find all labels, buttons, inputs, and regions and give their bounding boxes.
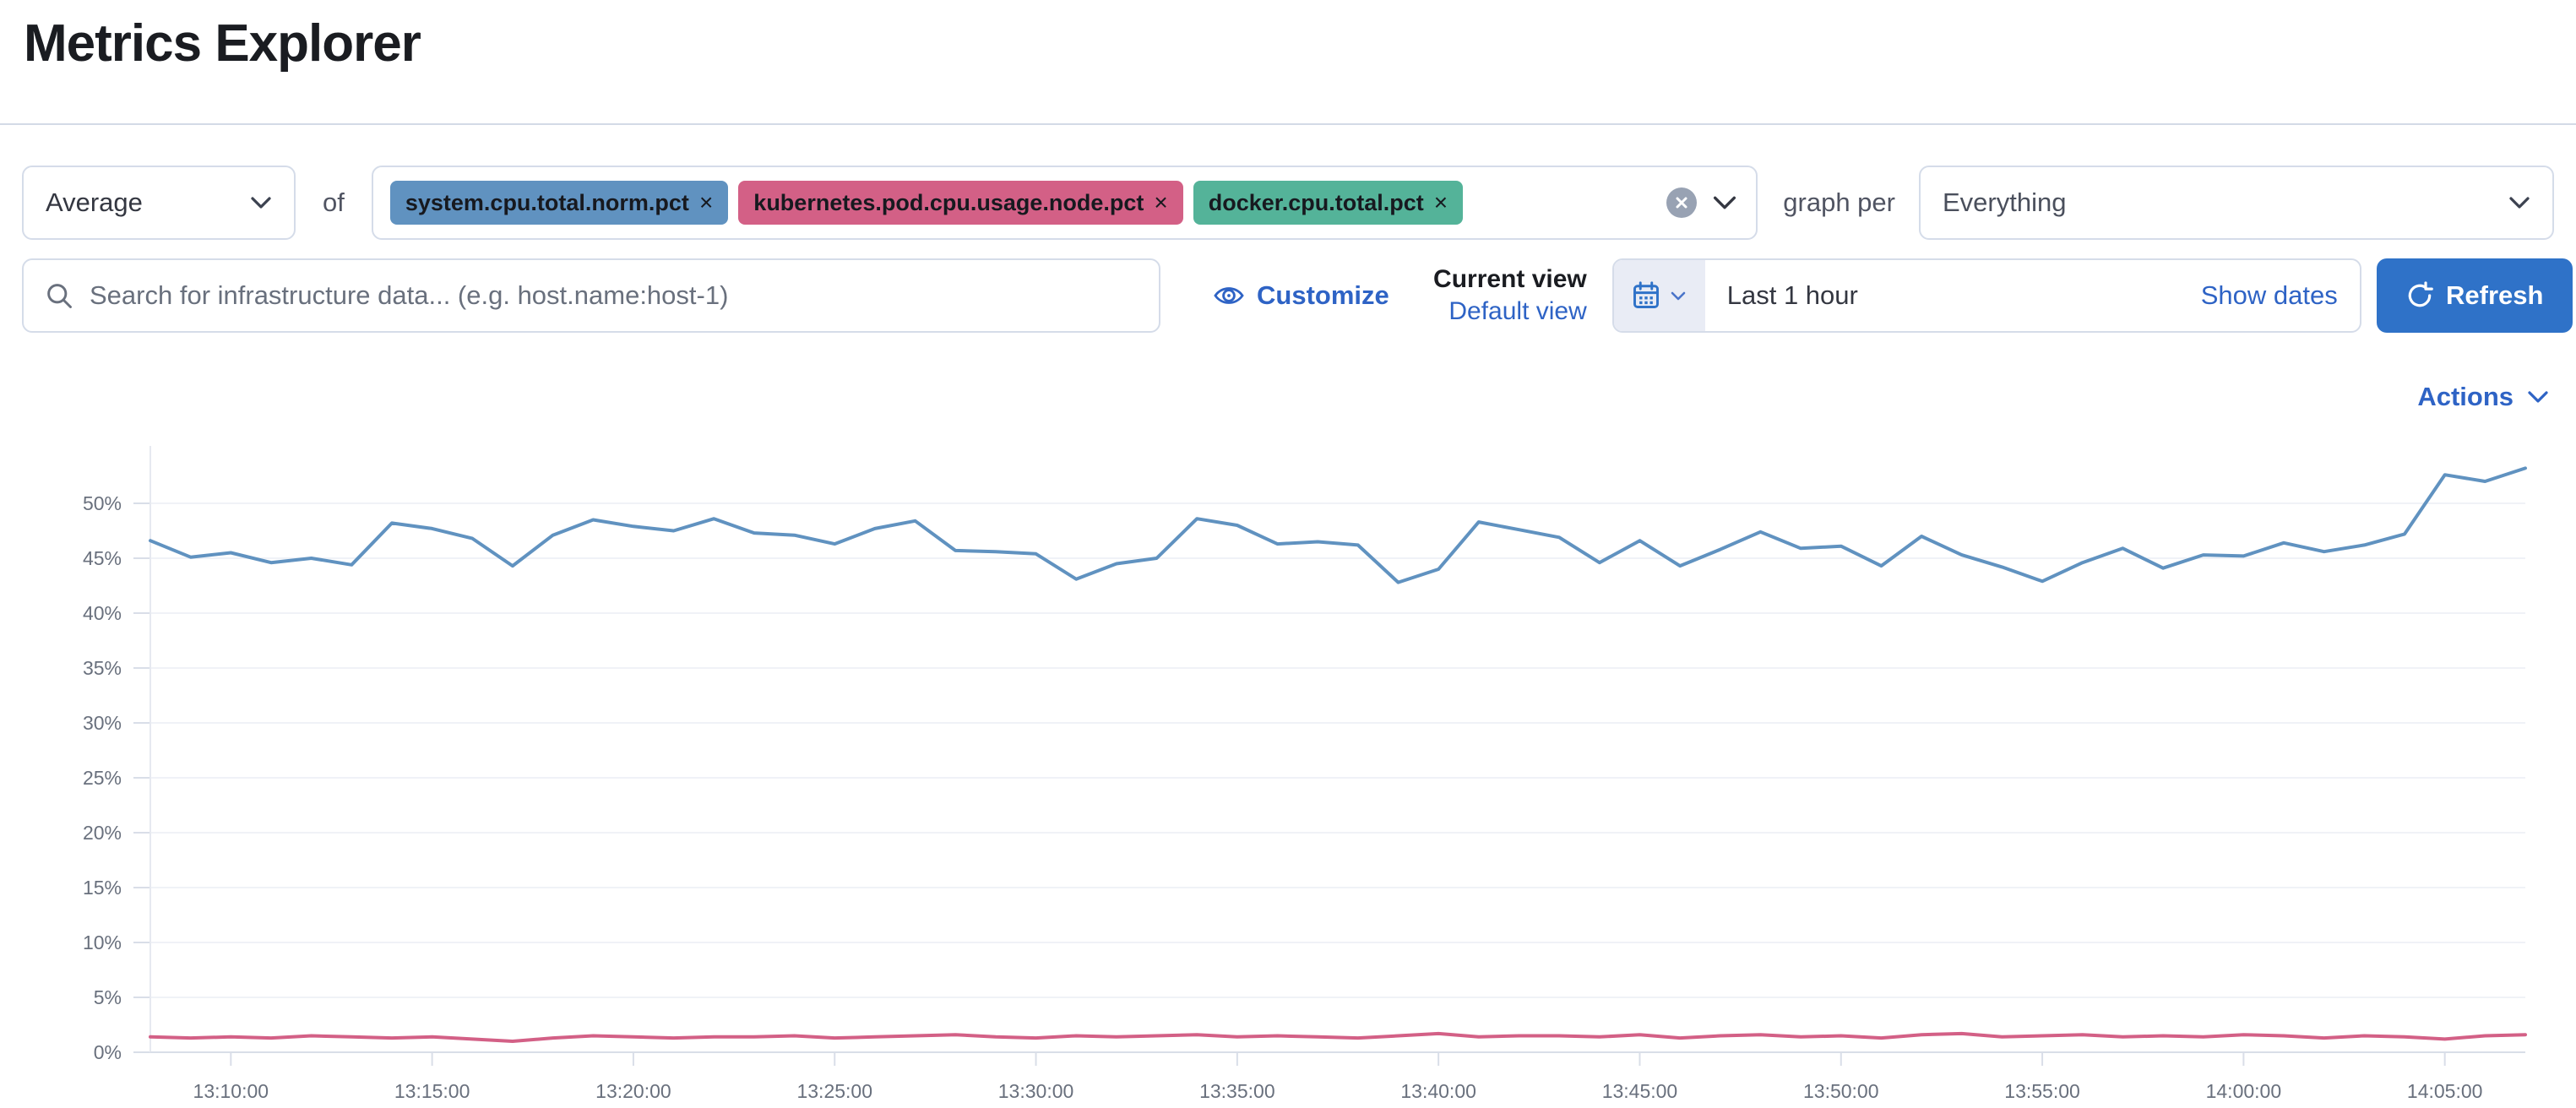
svg-text:13:10:00: 13:10:00 <box>193 1080 269 1102</box>
svg-text:13:40:00: 13:40:00 <box>1400 1080 1476 1102</box>
actions-label: Actions <box>2417 382 2514 411</box>
metric-badge[interactable]: docker.cpu.total.pct × <box>1193 181 1464 225</box>
metrics-combobox[interactable]: system.cpu.total.norm.pct × kubernetes.p… <box>371 166 1758 240</box>
metric-badge-label: docker.cpu.total.pct <box>1208 189 1424 215</box>
chevron-down-icon <box>1668 285 1688 306</box>
calendar-icon <box>1631 280 1661 311</box>
svg-text:30%: 30% <box>83 712 122 734</box>
actions-menu-button[interactable]: Actions <box>2417 382 2551 412</box>
refresh-icon <box>2405 281 2434 310</box>
customize-button[interactable]: Customize <box>1213 280 1389 312</box>
metric-badge-label: kubernetes.pod.cpu.usage.node.pct <box>753 189 1144 215</box>
clear-all-icon[interactable] <box>1666 187 1698 218</box>
svg-text:15%: 15% <box>83 877 122 899</box>
search-input[interactable] <box>90 280 1139 311</box>
chevron-down-icon <box>2507 190 2532 215</box>
aggregation-value: Average <box>46 187 143 217</box>
refresh-label: Refresh <box>2446 280 2544 310</box>
date-picker: Last 1 hour Show dates <box>1611 258 2361 333</box>
page-header: Metrics Explorer <box>0 14 2576 125</box>
remove-metric-icon[interactable]: × <box>1433 189 1448 215</box>
metrics-chart: 0% 5% 10% 15% 20% 25% 30% 35% 40% 45% 50% 13:10:00 1… <box>0 417 2576 1103</box>
svg-text:10%: 10% <box>83 931 122 953</box>
chart-actions-row: Actions <box>25 382 2551 412</box>
svg-text:14:00:00: 14:00:00 <box>2206 1080 2282 1102</box>
svg-text:35%: 35% <box>83 657 122 679</box>
search-icon <box>44 280 74 311</box>
metric-badge-label: system.cpu.total.norm.pct <box>405 189 689 215</box>
header-divider <box>0 123 2576 125</box>
graph-per-value: Everything <box>1943 187 2067 217</box>
search-field <box>22 258 1160 333</box>
svg-text:13:50:00: 13:50:00 <box>1803 1080 1879 1102</box>
svg-text:50%: 50% <box>83 492 122 514</box>
chevron-down-icon <box>2525 384 2551 410</box>
remove-metric-icon[interactable]: × <box>698 189 714 215</box>
svg-text:13:30:00: 13:30:00 <box>998 1080 1074 1102</box>
metric-badge[interactable]: system.cpu.total.norm.pct × <box>389 181 729 225</box>
svg-text:13:15:00: 13:15:00 <box>394 1080 470 1102</box>
svg-text:40%: 40% <box>83 602 122 624</box>
customize-label: Customize <box>1257 280 1389 310</box>
metric-badge[interactable]: kubernetes.pod.cpu.usage.node.pct × <box>738 181 1183 225</box>
chevron-down-icon[interactable] <box>1710 188 1739 217</box>
svg-text:20%: 20% <box>83 822 122 844</box>
svg-text:13:35:00: 13:35:00 <box>1199 1080 1275 1102</box>
svg-text:13:45:00: 13:45:00 <box>1602 1080 1678 1102</box>
search-toolbar: Customize Current view Default view Last… <box>22 258 2573 333</box>
current-view-label: Current view <box>1433 265 1587 293</box>
svg-text:25%: 25% <box>83 767 122 789</box>
graph-per-select[interactable]: Everything <box>1919 166 2554 240</box>
remove-metric-icon[interactable]: × <box>1154 189 1168 215</box>
of-label: of <box>323 187 345 217</box>
eye-icon <box>1213 280 1245 312</box>
graph-per-label: graph per <box>1783 187 1895 217</box>
chevron-down-icon <box>248 190 274 215</box>
aggregation-select[interactable]: Average <box>22 166 296 240</box>
svg-text:13:55:00: 13:55:00 <box>2004 1080 2080 1102</box>
svg-text:0%: 0% <box>94 1041 122 1063</box>
svg-text:14:05:00: 14:05:00 <box>2407 1080 2483 1102</box>
refresh-button[interactable]: Refresh <box>2376 258 2573 333</box>
show-dates-button[interactable]: Show dates <box>2200 280 2338 310</box>
svg-text:13:25:00: 13:25:00 <box>796 1080 872 1102</box>
date-picker-quick-menu[interactable] <box>1613 260 1705 331</box>
page-title: Metrics Explorer <box>24 14 421 73</box>
metrics-toolbar: Average of system.cpu.total.norm.pct × k… <box>22 166 2554 240</box>
date-range-value[interactable]: Last 1 hour <box>1726 280 1858 310</box>
svg-text:45%: 45% <box>83 547 122 569</box>
svg-text:13:20:00: 13:20:00 <box>595 1080 671 1102</box>
default-view-link[interactable]: Default view <box>1448 297 1587 325</box>
svg-text:5%: 5% <box>94 986 122 1008</box>
view-status: Current view Default view <box>1427 263 1587 328</box>
line-chart-plot[interactable]: 0% 5% 10% 15% 20% 25% 30% 35% 40% 45% 50% 13:10:00 1… <box>0 417 2576 1103</box>
